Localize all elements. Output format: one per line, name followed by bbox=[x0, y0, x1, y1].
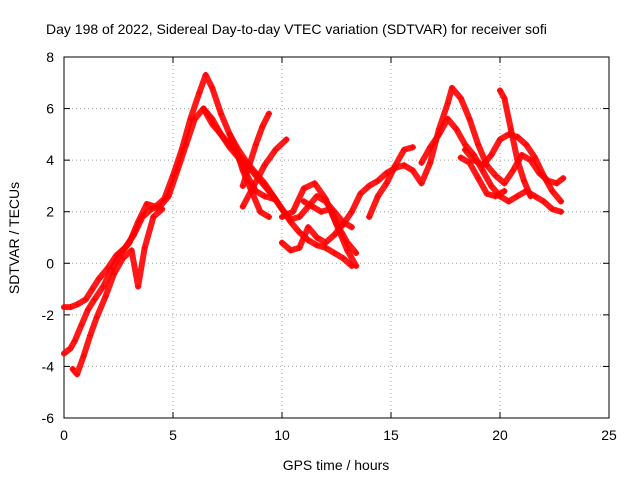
y-tick-label: 8 bbox=[46, 49, 54, 65]
data-points bbox=[61, 72, 567, 378]
series-trace bbox=[239, 110, 272, 189]
x-axis-label: GPS time / hours bbox=[283, 457, 390, 473]
y-tick-label: 6 bbox=[46, 101, 54, 117]
y-axis: -6 -4 -2 0 2 4 6 8 bbox=[42, 49, 609, 426]
x-tick-label: 5 bbox=[169, 427, 177, 443]
y-tick-label: -4 bbox=[42, 358, 55, 374]
series-trace bbox=[366, 144, 416, 220]
series-sat-track-3 bbox=[69, 206, 166, 378]
series-trace bbox=[300, 198, 360, 256]
series-trace bbox=[279, 180, 360, 269]
series-sat-track-7 bbox=[239, 136, 290, 210]
series-sat-track-2 bbox=[61, 72, 355, 357]
x-axis: 0 5 10 15 20 25 bbox=[60, 57, 617, 443]
series-trace bbox=[69, 206, 166, 378]
x-tick-label: 10 bbox=[274, 427, 290, 443]
x-tick-label: 25 bbox=[601, 427, 617, 443]
series-sat-track-15 bbox=[457, 154, 508, 200]
y-axis-label: SDTVAR / TECUs bbox=[6, 182, 22, 294]
series-sat-track-14 bbox=[497, 87, 534, 200]
series-trace bbox=[418, 115, 564, 215]
y-tick-label: 2 bbox=[46, 204, 54, 220]
x-tick-label: 0 bbox=[60, 427, 68, 443]
series-sat-track-6 bbox=[239, 110, 272, 189]
series-trace bbox=[457, 154, 508, 200]
y-tick-label: 4 bbox=[46, 152, 54, 168]
plot-frame bbox=[63, 56, 610, 419]
x-tick-label: 20 bbox=[492, 427, 508, 443]
series-trace bbox=[239, 136, 290, 210]
y-tick-label: 0 bbox=[46, 255, 54, 271]
chart-title: Day 198 of 2022, Sidereal Day-to-day VTE… bbox=[46, 21, 547, 37]
series-trace bbox=[61, 72, 355, 357]
y-tick-label: -2 bbox=[42, 307, 55, 323]
series-sat-track-10 bbox=[300, 198, 360, 256]
x-tick-label: 15 bbox=[383, 427, 399, 443]
series-sat-track-11 bbox=[366, 144, 416, 220]
series-trace bbox=[497, 87, 534, 200]
series-sat-track-9 bbox=[279, 180, 360, 269]
y-tick-label: -6 bbox=[42, 410, 55, 426]
